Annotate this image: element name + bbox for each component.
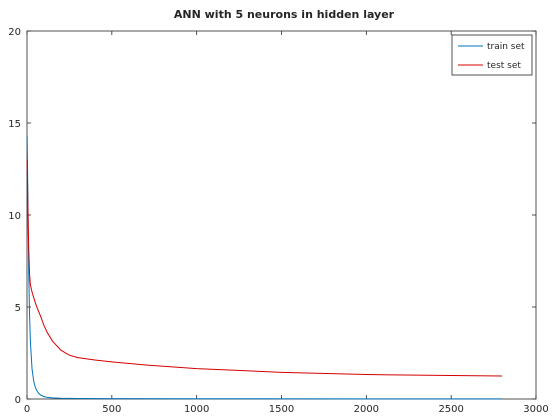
chart-title: ANN with 5 neurons in hidden layer [174, 8, 395, 21]
x-tick-label: 3000 [523, 404, 548, 415]
legend: train set test set [451, 34, 533, 76]
x-tick-label: 1500 [269, 404, 294, 415]
series-line-train-set [26, 135, 503, 400]
y-tick-label: 0 [15, 395, 21, 406]
x-tick-label: 0 [24, 404, 30, 415]
x-tick-label: 500 [102, 404, 121, 415]
x-tick-label: 1000 [184, 404, 209, 415]
legend-label-test-set: test set [487, 61, 521, 71]
axes-box [26, 30, 537, 400]
x-tick-label: 2500 [438, 404, 463, 415]
legend-label-train-set: train set [487, 42, 525, 52]
legend-box [451, 34, 533, 76]
x-tick-label: 2000 [354, 404, 379, 415]
plot-area: 0 500 1000 1500 2000 2500 3000 0 5 10 15 20 [8, 27, 548, 415]
y-tick-label: 10 [8, 211, 21, 222]
y-tick-label: 20 [8, 27, 21, 38]
y-tick-label: 5 [15, 303, 21, 314]
y-tick-label: 15 [8, 119, 21, 130]
series-line-test-set [26, 159, 503, 377]
